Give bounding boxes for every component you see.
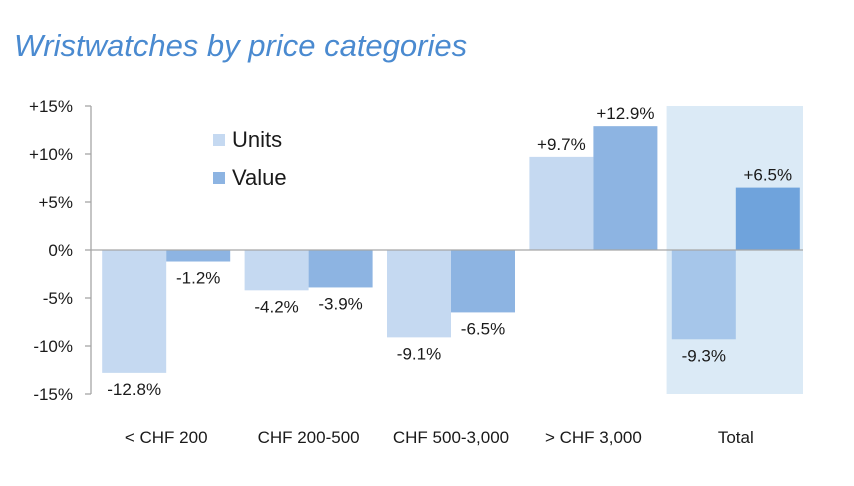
x-category-label: CHF 500-3,000 (393, 428, 509, 447)
units-data-label: -4.2% (254, 297, 298, 316)
value-data-label: -3.9% (318, 294, 362, 313)
chart-title: Wristwatches by price categories (14, 28, 468, 63)
units-data-label: +9.7% (537, 135, 586, 154)
units-bar (529, 156, 594, 250)
y-tick-label: 0% (48, 241, 73, 260)
legend-swatch-value (213, 172, 225, 184)
value-bar (451, 250, 515, 313)
units-data-label: -9.1% (397, 344, 441, 363)
units-bar (387, 250, 451, 338)
y-tick-label: +5% (39, 193, 74, 212)
legend-swatch-units (213, 134, 225, 146)
units-bar (244, 250, 309, 291)
x-category-label: Total (718, 428, 754, 447)
units-bar (102, 250, 167, 373)
value-bar (308, 250, 373, 288)
value-bar (735, 187, 800, 250)
value-bar (593, 126, 658, 250)
units-bar (671, 250, 736, 340)
y-tick-label: -15% (33, 385, 73, 404)
value-data-label: +6.5% (743, 166, 792, 185)
y-tick-label: -10% (33, 337, 73, 356)
value-bar (166, 250, 231, 262)
value-data-label: +12.9% (596, 104, 654, 123)
y-tick-label: -5% (43, 289, 73, 308)
value-data-label: -6.5% (461, 319, 505, 338)
x-category-label: > CHF 3,000 (545, 428, 642, 447)
value-data-label: -1.2% (176, 269, 220, 288)
legend-label-value: Value (232, 165, 287, 190)
y-tick-label: +10% (29, 145, 73, 164)
units-data-label: -12.8% (107, 380, 161, 399)
x-category-label: < CHF 200 (125, 428, 208, 447)
y-tick-label: +15% (29, 97, 73, 116)
units-data-label: -9.3% (682, 346, 726, 365)
legend-label-units: Units (232, 127, 282, 152)
x-category-label: CHF 200-500 (258, 428, 360, 447)
